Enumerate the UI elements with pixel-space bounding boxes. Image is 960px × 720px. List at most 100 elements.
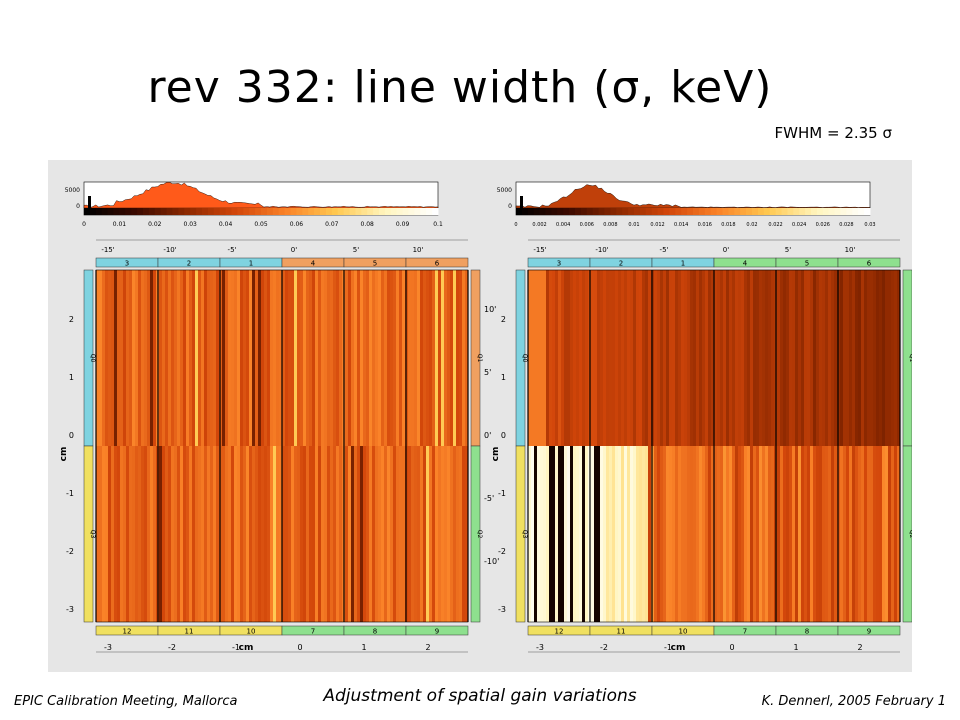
colorbar-tick-label: 0.01: [113, 221, 127, 228]
top-ccd-number: 2: [187, 260, 191, 268]
right-line-width-map: 5000 0 0 0.002 0.004 0.006 0.008 0.01 0.012 0.014…: [491, 181, 912, 653]
colorbar-tick-label: 0.05: [254, 221, 268, 228]
colorbar-tick-label: 0.06: [290, 221, 304, 228]
heatmap-column: [339, 270, 343, 446]
colorbar-segment: [95, 208, 103, 215]
heatmap-column: [225, 270, 229, 446]
colorbar-segment: [793, 208, 800, 215]
bottom-ccd-number: 11: [617, 628, 626, 636]
heatmap-column: [366, 446, 370, 622]
colorbar-segment: [89, 208, 97, 215]
heatmap-frame: [95, 269, 469, 623]
heatmap-column: [381, 446, 385, 622]
heatmap-column: [540, 446, 544, 622]
heatmap-column: [339, 446, 343, 622]
heatmap-column: [174, 270, 178, 446]
heatmap-column: [741, 446, 745, 622]
heatmap-column: [897, 446, 901, 622]
heatmap-column: [351, 270, 355, 446]
colorbar-segment: [178, 208, 185, 215]
colorbar-segment: [202, 208, 209, 215]
heatmap-column: [807, 270, 811, 446]
heatmap-column: [288, 270, 292, 446]
heatmap-column: [699, 270, 703, 446]
heatmap-column: [276, 270, 280, 446]
bottom-cm-tick-label: -1: [232, 643, 240, 652]
heatmap-column: [249, 446, 253, 622]
heatmap-column: [216, 446, 220, 622]
heatmap-column: [405, 446, 409, 622]
heatmap-column: [438, 270, 442, 446]
heatmap-column: [717, 270, 721, 446]
top-arcmin-tick-label: 5': [785, 246, 791, 254]
heatmap-column: [840, 446, 844, 622]
heatmap-column: [120, 446, 124, 622]
heatmap-column: [633, 270, 637, 446]
colorbar-tick-label: 0.01: [628, 222, 639, 228]
colorbar-segment: [569, 208, 576, 215]
heatmap-column: [681, 446, 685, 622]
heatmap-column: [684, 270, 688, 446]
colorbar-segment: [272, 208, 280, 215]
heatmap-column: [129, 270, 133, 446]
colorbar-segment: [728, 208, 735, 215]
colorbar-segment: [693, 208, 700, 215]
heatmap-column: [768, 446, 772, 622]
heatmap-column: [177, 270, 181, 446]
heatmap-column: [585, 446, 589, 622]
heatmap-column: [558, 446, 562, 622]
colorbar-segment: [828, 208, 836, 215]
fwhm-note: FWHM = 2.35 σ: [774, 124, 892, 142]
heatmap-column: [534, 446, 538, 622]
bottom-ccd-number: 12: [123, 628, 132, 636]
colorbar-segment: [137, 208, 144, 215]
heatmap-column: [384, 446, 388, 622]
colorbar-segment: [367, 208, 374, 215]
heatmap-column: [567, 446, 571, 622]
heatmap-column: [561, 446, 565, 622]
colorbar-segment: [390, 208, 398, 215]
colorbar-segment: [119, 208, 126, 215]
left-cm-tick-label: -1: [66, 489, 74, 498]
heatmap-column: [591, 446, 595, 622]
heatmap-column: [540, 270, 544, 446]
colorbar-segment: [592, 208, 600, 215]
heatmap-column: [108, 270, 112, 446]
colorbar-segment: [414, 208, 421, 215]
colorbar-segment: [101, 208, 109, 215]
heatmap-column: [609, 270, 613, 446]
heatmap-column: [600, 270, 604, 446]
heatmap-column: [429, 270, 433, 446]
heatmap-column: [747, 446, 751, 622]
top-arcmin-tick-label: -15': [533, 246, 546, 254]
colorbar-segment: [396, 208, 404, 215]
heatmap-column: [684, 446, 688, 622]
bottom-ccd-number: 7: [743, 628, 747, 636]
heatmap-column: [645, 446, 649, 622]
heatmap-column: [378, 446, 382, 622]
colorbar-segment: [669, 208, 676, 215]
heatmap-column: [714, 446, 718, 622]
heatmap-column: [651, 270, 655, 446]
histogram-zero-bin: [520, 196, 523, 208]
heatmap-column: [849, 270, 853, 446]
heatmap-column: [858, 270, 862, 446]
heatmap-column: [897, 270, 901, 446]
heatmap-column: [528, 270, 532, 446]
heatmap-column: [879, 270, 883, 446]
heatmap-column: [780, 270, 784, 446]
heatmap-column: [171, 270, 175, 446]
heatmap-column: [561, 270, 565, 446]
top-arcmin-tick-label: -5': [660, 246, 669, 254]
heatmap-column: [714, 270, 718, 446]
heatmap-column: [279, 446, 283, 622]
heatmap-column: [579, 446, 583, 622]
heatmap-column: [792, 270, 796, 446]
bottom-ccd-number: 11: [185, 628, 194, 636]
heatmap-column: [312, 446, 316, 622]
heatmap-column: [441, 270, 445, 446]
colorbar-segment: [320, 208, 327, 215]
heatmap-column: [753, 270, 757, 446]
heatmap-column: [789, 270, 793, 446]
top-ccd-label-box: [405, 257, 469, 268]
